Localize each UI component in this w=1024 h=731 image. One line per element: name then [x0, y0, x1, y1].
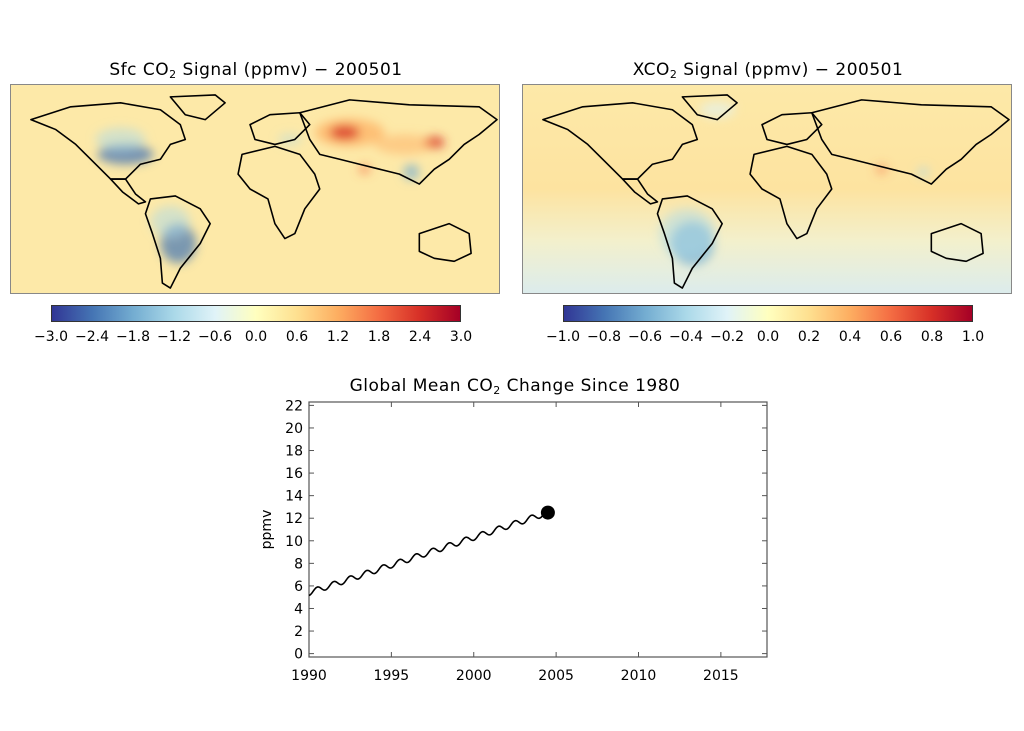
coastline-africa	[749, 145, 833, 240]
coastline-south-america	[144, 195, 211, 289]
colorbar-tick-label: −0.6	[198, 329, 232, 345]
y-axis-label: ppmv	[259, 510, 275, 550]
signal-anomaly	[917, 167, 930, 178]
colorbar-tick-label: 3.0	[449, 329, 473, 345]
title-text: Signal (ppmv) − 200501	[176, 60, 403, 80]
signal-anomaly	[403, 164, 420, 181]
coastline-greenland	[169, 94, 226, 121]
y-tick-label: 16	[285, 466, 303, 482]
colorbar-tick-label: 0.6	[879, 329, 903, 345]
coastline-asia	[299, 99, 498, 185]
colorbar-tick-label: 2.4	[408, 329, 432, 345]
colorbar-tick-label: 1.0	[961, 329, 985, 345]
coastline-asia	[811, 99, 1010, 185]
colorbar-tick-label: −0.2	[710, 329, 744, 345]
y-tick-label: 6	[294, 579, 303, 595]
coastline-central-america	[621, 178, 659, 205]
colorbar-tick-label: 0.4	[838, 329, 862, 345]
colorbar-surface	[51, 305, 461, 322]
colorbar-ticks-xco2: −1.0 −0.8 −0.6 −0.4 −0.2 0.0 0.2 0.4 0.6 0.8 1.0	[546, 329, 984, 349]
y-tick-label: 10	[285, 534, 303, 550]
colorbar-tick-label: 0.2	[797, 329, 821, 345]
colorbar-tick-label: −0.4	[669, 329, 703, 345]
colorbar-ticks-surface: −3.0 −2.4 −1.8 −1.2 −0.6 0.0 0.6 1.2 1.8 2.4 3.0	[34, 329, 472, 349]
y-tick-label: 4	[294, 601, 303, 617]
xco2-map	[522, 84, 1012, 294]
coastline-europe	[249, 111, 311, 146]
signal-anomaly	[150, 205, 191, 238]
colorbar-tick-label: 1.8	[367, 329, 391, 345]
y-tick-label: 18	[285, 444, 303, 460]
title-text: XCO	[632, 60, 670, 80]
colorbar-tick-label: 0.0	[756, 329, 780, 345]
y-tick-label: 14	[285, 489, 303, 505]
colorbar-tick-label: 0.8	[920, 329, 944, 345]
signal-anomaly	[95, 127, 146, 152]
surface-co2-map	[10, 84, 500, 294]
coastline-europe	[761, 111, 823, 146]
y-tick-label: 20	[285, 421, 303, 437]
colorbar-tick-label: −0.6	[628, 329, 662, 345]
x-tick-label: 2010	[621, 668, 657, 684]
x-tick-label: 2000	[456, 668, 492, 684]
map-background	[523, 85, 1011, 293]
title-text: Signal (ppmv) − 200501	[677, 60, 904, 80]
colorbar-tick-label: 0.6	[285, 329, 309, 345]
y-tick-label: 0	[294, 647, 303, 663]
title-subscript: 2	[669, 68, 678, 81]
plot-frame	[308, 401, 768, 658]
coastline-greenland	[681, 94, 738, 121]
colorbar-tick-label: −0.8	[587, 329, 621, 345]
x-tick-label: 2015	[703, 668, 739, 684]
map-title-surface: Sfc CO2 Signal (ppmv) − 200501	[0, 60, 512, 81]
y-tick-label: 12	[285, 511, 303, 527]
line-chart-title: Global Mean CO2 Change Since 1980	[250, 376, 780, 397]
x-tick-label: 2005	[538, 668, 574, 684]
signal-anomaly	[329, 125, 360, 140]
colorbar-tick-label: −3.0	[34, 329, 68, 345]
coastline-north-america	[542, 102, 699, 180]
colorbar-tick-label: −1.2	[157, 329, 191, 345]
x-tick-label: 1995	[374, 668, 410, 684]
title-text: Sfc CO	[109, 60, 170, 80]
coastline-australia	[930, 222, 984, 263]
y-tick-label: 8	[294, 556, 303, 572]
coastline-australia	[418, 222, 472, 263]
y-tick-label: 2	[294, 624, 303, 640]
title-subscript: 2	[493, 384, 501, 397]
colorbar-xco2	[563, 305, 973, 322]
colorbar-tick-label: 1.2	[326, 329, 350, 345]
map-background	[11, 85, 499, 293]
coastline-north-america	[30, 102, 187, 180]
title-text: Change Since 1980	[500, 376, 681, 396]
colorbar-tick-label: −1.0	[546, 329, 580, 345]
signal-anomaly	[659, 208, 716, 259]
current-point-marker	[540, 505, 555, 520]
y-tick-label: 22	[285, 398, 303, 414]
x-tick-label: 1990	[291, 668, 327, 684]
colorbar-tick-label: −1.8	[116, 329, 150, 345]
coastline-africa	[237, 145, 321, 240]
colorbar-tick-label: 0.0	[244, 329, 268, 345]
signal-anomaly	[699, 101, 736, 118]
series-line	[308, 509, 549, 597]
coastline-central-america	[109, 178, 147, 205]
signal-anomaly	[374, 134, 435, 155]
map-title-xco2: XCO2 Signal (ppmv) − 200501	[512, 60, 1024, 81]
coastline-south-america	[656, 195, 723, 289]
title-text: Global Mean CO	[349, 376, 494, 396]
title-subscript: 2	[169, 68, 177, 81]
colorbar-tick-label: −2.4	[75, 329, 109, 345]
